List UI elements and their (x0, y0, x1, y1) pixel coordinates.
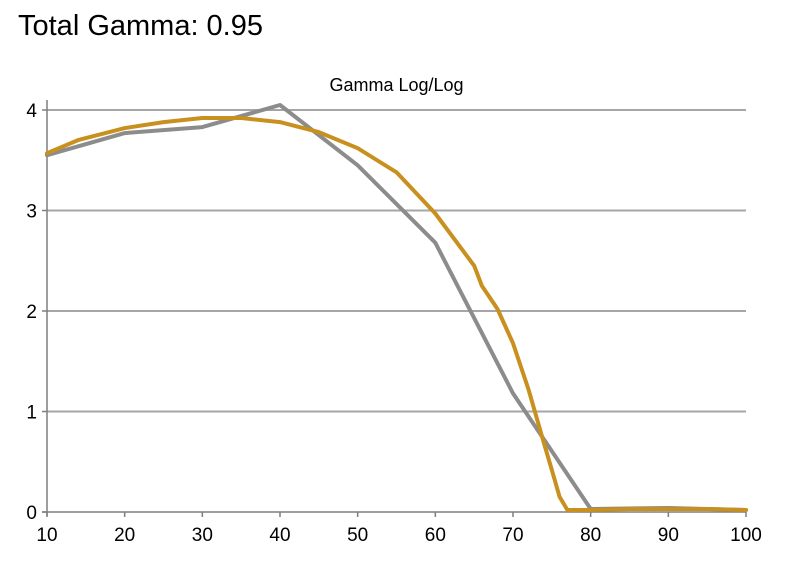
x-tick-label-90: 90 (658, 525, 679, 546)
x-tick-label-20: 20 (114, 525, 135, 546)
y-tick-label-2: 2 (26, 302, 37, 323)
series-line-2 (45, 116, 748, 512)
chart-heading: Total Gamma: 0.95 (18, 10, 263, 42)
y-tick-label-3: 3 (26, 202, 37, 223)
y-tick-label-0: 0 (26, 503, 37, 524)
chart-title: Gamma Log/Log (329, 75, 463, 95)
x-tick-label-80: 80 (580, 525, 601, 546)
x-tick-label-40: 40 (269, 525, 290, 546)
x-tick-label-60: 60 (425, 525, 446, 546)
tick-labels: 0 1 2 3 4 10 20 30 40 50 60 70 80 90 100 (26, 101, 761, 546)
axes (42, 100, 747, 517)
gridlines (47, 109, 746, 413)
x-tick-label-10: 10 (36, 525, 57, 546)
x-tick-label-70: 70 (502, 525, 523, 546)
x-tick-label-50: 50 (347, 525, 368, 546)
y-tick-label-4: 4 (26, 101, 37, 122)
y-tick-label-1: 1 (26, 403, 37, 424)
x-tick-label-30: 30 (192, 525, 213, 546)
series-lines (45, 103, 748, 512)
x-tick-label-100: 100 (730, 525, 762, 546)
series-line-1 (45, 103, 748, 512)
